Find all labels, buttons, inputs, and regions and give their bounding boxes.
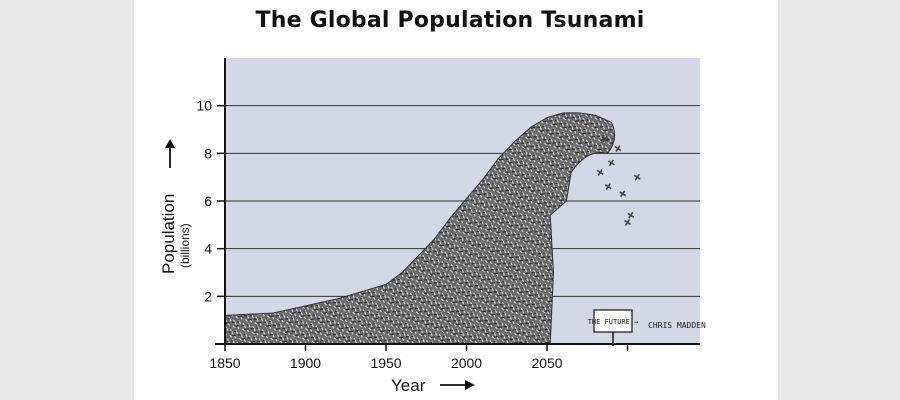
y-axis-arrow (165, 139, 175, 168)
spray-figure (624, 219, 631, 226)
x-axis-label: Year (391, 376, 426, 395)
y-tick-label: 10 (196, 98, 212, 114)
spray-figure (596, 168, 604, 176)
spray-figure (619, 190, 627, 198)
spray-figure (614, 145, 622, 153)
x-axis-arrow (440, 380, 475, 390)
spray-figure (607, 159, 615, 167)
y-axis-units: (billions) (178, 223, 192, 268)
y-axis-label: Population (159, 194, 178, 274)
y-tick-label: 2 (204, 288, 212, 304)
x-tick-label: 2050 (531, 355, 562, 371)
chart-title: The Global Population Tsunami (255, 8, 645, 33)
x-tick-label: 1900 (290, 355, 321, 371)
x-tick-label: 2000 (451, 355, 482, 371)
artist-signature: CHRIS MADDEN (648, 321, 706, 330)
spray-figure (633, 173, 641, 181)
spray-figure (604, 183, 612, 191)
spray-figure (627, 211, 635, 219)
y-tick-label: 6 (204, 193, 212, 209)
x-tick-label: 1850 (209, 355, 240, 371)
y-tick-label: 8 (204, 145, 212, 161)
future-sign-text: THE FUTURE → (588, 318, 639, 326)
x-tick-label: 1950 (370, 355, 401, 371)
x-axis-ticks: 1850 1900 1950 2000 2050 (209, 344, 629, 371)
population-wave (224, 112, 616, 345)
spray-figure (601, 135, 609, 143)
wave-spray (596, 135, 641, 226)
y-axis-label-group: Population (billions) (159, 194, 192, 274)
future-sign: THE FUTURE → (588, 309, 639, 346)
gridlines (225, 105, 700, 297)
y-axis-ticks: 2 4 6 8 10 (196, 98, 225, 304)
y-tick-label: 4 (204, 241, 212, 257)
